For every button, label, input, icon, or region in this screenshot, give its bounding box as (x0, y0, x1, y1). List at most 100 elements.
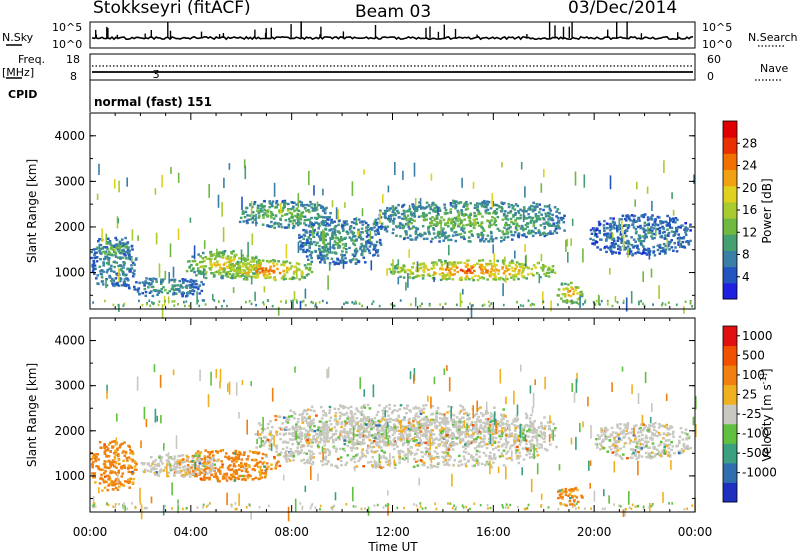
heatmap-cell (387, 414, 390, 417)
heatmap-cell (262, 444, 265, 447)
heatmap-cell (241, 210, 245, 213)
colorbar-tick-label: 4 (742, 270, 750, 284)
heatmap-cell (373, 226, 376, 229)
heatmap-cell (480, 221, 484, 224)
heatmap-cell (645, 223, 649, 227)
heatmap-cell (288, 432, 291, 435)
heatmap-cell (242, 478, 245, 481)
heatmap-cell (656, 227, 660, 231)
heatmap-cell (99, 477, 102, 480)
heatmap-cell (435, 261, 438, 264)
heatmap-cell (457, 464, 460, 467)
heatmap-cell (125, 250, 129, 253)
heatmap-cell (326, 218, 329, 221)
heatmap-cell (290, 214, 294, 217)
heatmap-cell (158, 471, 162, 474)
heatmap-cell (366, 247, 369, 250)
heatmap-cell (503, 226, 506, 229)
heatmap-cell (440, 233, 444, 237)
heatmap-cell (385, 209, 389, 213)
heatmap-cell (257, 461, 260, 464)
heatmap-cell (471, 276, 474, 279)
heatmap-cell (514, 225, 518, 228)
heatmap-cell (109, 247, 113, 250)
heatmap-cell (152, 277, 155, 280)
heatmap-cell (123, 278, 126, 284)
heatmap-cell (282, 269, 285, 273)
heatmap-cell (270, 216, 273, 219)
heatmap-cell (667, 301, 670, 304)
heatmap-cell (414, 297, 417, 307)
heatmap-cell (398, 461, 401, 464)
heatmap-cell (531, 208, 535, 211)
heatmap-cell (151, 280, 154, 283)
heatmap-cell (481, 204, 485, 208)
heatmap-cell (314, 209, 317, 212)
heatmap-cell (494, 265, 497, 279)
heatmap-cell (689, 239, 692, 243)
heatmap-cell (543, 205, 547, 208)
heatmap-cell (539, 276, 542, 279)
heatmap-cell (151, 301, 153, 304)
heatmap-cell (345, 248, 348, 251)
heatmap-cell (572, 290, 576, 293)
heatmap-cell (316, 443, 320, 446)
heatmap-cell (490, 302, 493, 305)
heatmap-cell (532, 230, 535, 233)
heatmap-cell (470, 454, 473, 457)
heatmap-cell (260, 469, 264, 472)
heatmap-cell (642, 245, 645, 248)
heatmap-cell (127, 252, 130, 255)
heatmap-cell (608, 223, 611, 226)
heatmap-cell (609, 268, 611, 275)
heatmap-cell (422, 404, 425, 407)
heatmap-cell (492, 447, 495, 451)
heatmap-cell (656, 223, 660, 227)
heatmap-cell (595, 241, 598, 244)
heatmap-cell (385, 230, 389, 233)
heatmap-cell (240, 249, 243, 263)
heatmap-cell (232, 250, 235, 253)
heatmap-cell (210, 272, 213, 275)
heatmap-cell (117, 458, 121, 462)
heatmap-cell (644, 248, 648, 252)
heatmap-cell (348, 246, 351, 250)
heatmap-cell (340, 421, 343, 424)
heatmap-cell (184, 295, 188, 298)
heatmap-cell (487, 300, 490, 304)
heatmap-cell (584, 299, 587, 302)
heatmap-cell (195, 263, 198, 266)
heatmap-cell (470, 229, 473, 233)
heatmap-cell (102, 264, 105, 267)
heatmap-cell (388, 417, 392, 421)
heatmap-cell (380, 225, 383, 228)
heatmap-cell (128, 480, 132, 483)
heatmap-cell (516, 217, 519, 220)
heatmap-cell (302, 299, 305, 303)
heatmap-cell (611, 252, 614, 255)
heatmap-cell (118, 303, 120, 312)
heatmap-cell (299, 248, 302, 251)
heatmap-cell (417, 267, 420, 271)
heatmap-cell (525, 442, 528, 445)
heatmap-cell (419, 234, 422, 237)
colorbar-segment (723, 201, 737, 219)
heatmap-cell (338, 438, 342, 441)
heatmap-cell (203, 478, 206, 481)
heatmap-cell (505, 229, 509, 233)
heatmap-cell (423, 418, 426, 422)
heatmap-cell (421, 225, 425, 228)
heatmap-cell (453, 265, 457, 268)
heatmap-cell (298, 200, 302, 203)
heatmap-cell (280, 277, 284, 280)
heatmap-cell (427, 225, 430, 229)
heatmap-cell (469, 265, 473, 268)
heatmap-cell (483, 463, 487, 467)
heatmap-cell (664, 220, 667, 224)
heatmap-cell (500, 236, 503, 239)
heatmap-cell (440, 440, 444, 444)
heatmap-cell (254, 291, 256, 302)
heatmap-cell (283, 213, 287, 216)
heatmap-cell (268, 444, 272, 447)
heatmap-cell (418, 426, 422, 429)
